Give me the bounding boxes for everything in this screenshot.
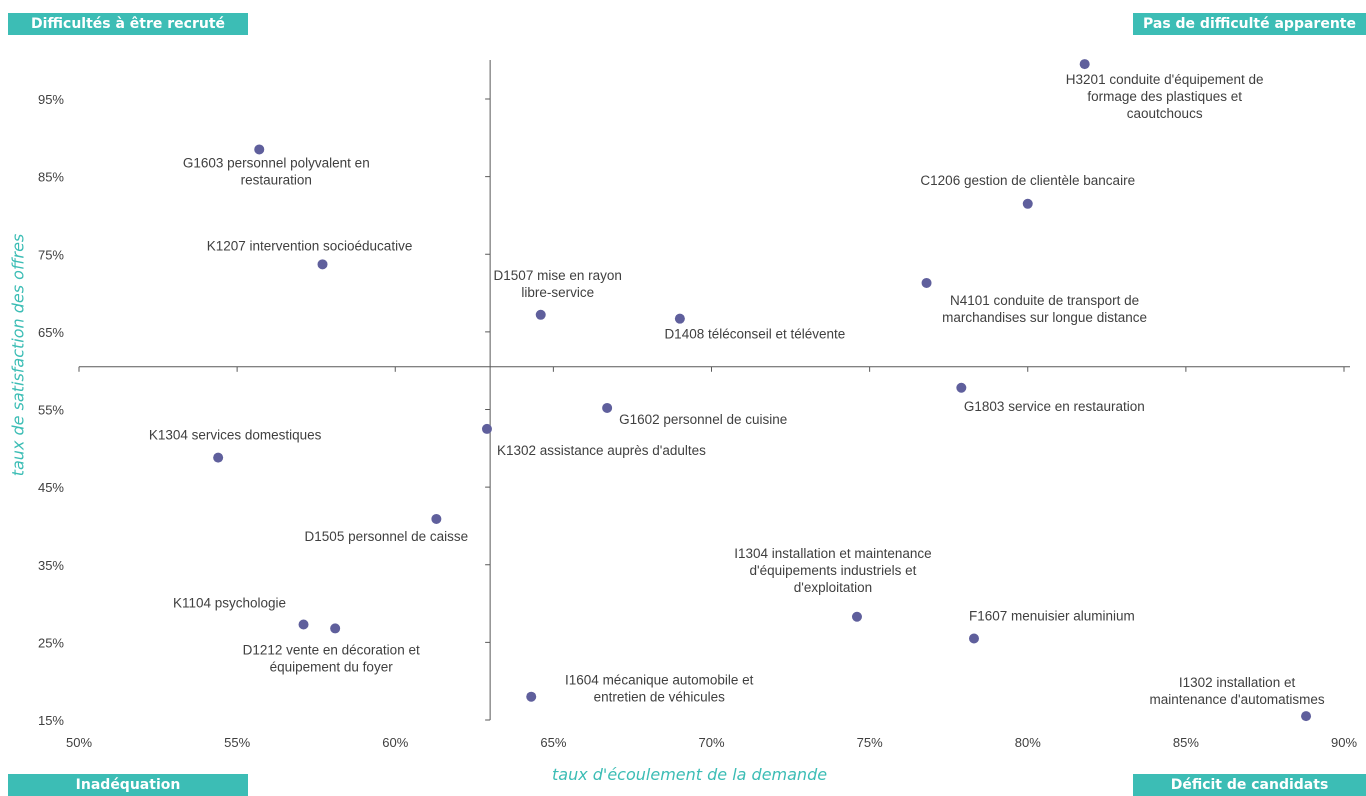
data-point	[535, 309, 546, 320]
x-tick-label: 65%	[540, 735, 566, 750]
y-tick-label: 85%	[38, 170, 64, 185]
y-axis-title: taux de satisfaction des offres	[8, 233, 28, 477]
point-label: K1104 psychologie	[173, 596, 286, 611]
quadrant-label-bottom-left: Inadéquation	[8, 774, 248, 796]
x-tick-label: 85%	[1173, 735, 1199, 750]
data-point	[254, 144, 265, 155]
point-label: F1607 menuisier aluminium	[969, 608, 1135, 623]
point-labels: H3201 conduite d'équipement de formage de…	[149, 72, 1325, 707]
x-tick-label: 55%	[224, 735, 250, 750]
data-point	[317, 259, 328, 270]
quadrant-label-top-left: Difficultés à être recruté	[8, 13, 248, 35]
data-point	[956, 382, 967, 393]
point-label: D1408 téléconseil et télévente	[664, 327, 845, 342]
point-label: G1803 service en restauration	[964, 399, 1145, 414]
data-point	[851, 611, 862, 622]
data-point	[1301, 711, 1312, 722]
point-label: N4101 conduite de transport de marchandis…	[942, 293, 1147, 325]
y-tick-label: 35%	[38, 558, 64, 573]
data-point	[674, 313, 685, 324]
data-point	[526, 691, 537, 702]
point-label: K1302 assistance auprès d'adultes	[497, 443, 706, 458]
point-label: G1603 personnel polyvalent en restauratio…	[183, 155, 370, 187]
data-point	[602, 402, 613, 413]
x-tick-label: 75%	[857, 735, 883, 750]
data-point	[921, 277, 932, 288]
data-point	[298, 619, 309, 630]
data-point	[213, 452, 224, 463]
tick-labels: 50% 55% 60% 65% 70% 75% 80% 85% 90% 15% 25% 35% 45% 5…	[38, 92, 1357, 750]
quadrant-label-bottom-right: Déficit de candidats	[1133, 774, 1366, 796]
x-tick-label: 70%	[698, 735, 724, 750]
quadrant-label-top-right: Pas de difficulté apparente	[1133, 13, 1366, 35]
y-tick-label: 25%	[38, 635, 64, 650]
x-axis-title: taux d'écoulement de la demande	[552, 765, 828, 784]
data-point	[1079, 59, 1090, 70]
y-tick-label: 15%	[38, 713, 64, 728]
point-label: D1507 mise en rayon libre-service	[494, 268, 622, 300]
x-tick-label: 90%	[1331, 735, 1357, 750]
y-tick-label: 45%	[38, 480, 64, 495]
x-tick-label: 50%	[66, 735, 92, 750]
axes	[78, 60, 1350, 721]
data-point	[481, 423, 492, 434]
data-point	[1022, 198, 1033, 209]
data-point	[431, 513, 442, 524]
point-label: D1505 personnel de caisse	[305, 529, 469, 544]
point-label: K1304 services domestiques	[149, 428, 322, 443]
point-label: H3201 conduite d'équipement de formage de…	[1066, 72, 1264, 121]
x-tick-label: 80%	[1015, 735, 1041, 750]
y-tick-label: 65%	[38, 325, 64, 340]
y-tick-label: 95%	[38, 92, 64, 107]
point-label: I1604 mécanique automobile et entretien d…	[565, 673, 754, 705]
point-label: I1304 installation et maintenance d'équip…	[734, 546, 931, 595]
point-label: D1212 vente en décoration et équipement d…	[243, 642, 420, 674]
data-point	[330, 623, 341, 634]
data-point	[968, 633, 979, 644]
point-label: G1602 personnel de cuisine	[619, 412, 787, 427]
x-tick-label: 60%	[382, 735, 408, 750]
data-points	[213, 59, 1312, 722]
point-label: I1302 installation et maintenance d'autom…	[1149, 675, 1324, 707]
point-label: C1206 gestion de clientèle bancaire	[920, 173, 1135, 188]
point-label: K1207 intervention socioéducative	[207, 238, 413, 253]
y-tick-label: 55%	[38, 403, 64, 418]
y-tick-label: 75%	[38, 247, 64, 262]
